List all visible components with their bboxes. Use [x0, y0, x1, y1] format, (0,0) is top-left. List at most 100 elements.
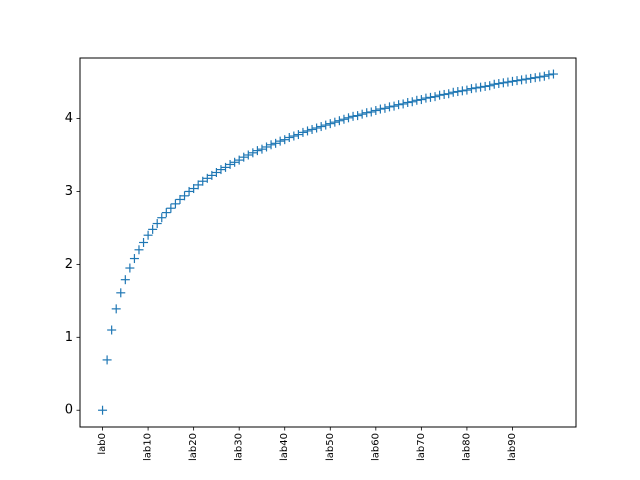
data-point: [252, 146, 262, 156]
data-point: [170, 199, 180, 209]
y-tick-label: 2: [65, 257, 73, 272]
data-point: [444, 89, 454, 99]
data-point: [466, 84, 476, 94]
y-tick-label: 0: [65, 403, 73, 418]
x-tick-label: lab0: [97, 433, 108, 455]
x-tick-label: lab80: [461, 433, 472, 461]
data-point: [498, 78, 508, 88]
data-point: [316, 122, 326, 132]
data-point: [453, 87, 463, 97]
data-point: [430, 92, 440, 102]
data-point: [371, 106, 381, 116]
data-point: [152, 219, 162, 229]
data-point: [102, 355, 112, 365]
data-point: [366, 107, 376, 117]
x-tick-label: lab90: [507, 433, 518, 461]
data-point: [125, 263, 135, 273]
data-point: [448, 87, 458, 97]
data-point: [439, 89, 449, 99]
data-point: [530, 73, 540, 83]
data-point: [189, 184, 199, 194]
x-tick-label: lab20: [188, 433, 199, 461]
data-point: [330, 117, 340, 127]
data-point: [544, 70, 554, 80]
data-point: [462, 85, 472, 95]
data-point: [98, 405, 108, 415]
data-point: [230, 157, 240, 167]
y-tick-label: 3: [65, 184, 73, 199]
data-point: [266, 140, 276, 150]
data-point: [503, 77, 513, 87]
data-point: [193, 180, 203, 190]
data-point: [248, 148, 258, 158]
data-point: [175, 194, 185, 204]
data-point: [548, 69, 558, 79]
x-tick-label: lab70: [416, 433, 427, 461]
data-point: [357, 109, 367, 119]
data-point: [539, 71, 549, 81]
data-point: [471, 83, 481, 93]
data-point: [485, 81, 495, 91]
data-point: [234, 155, 244, 165]
x-tick-label: lab60: [370, 433, 381, 461]
data-point: [535, 72, 545, 82]
data-point: [202, 173, 212, 183]
data-point: [216, 165, 226, 175]
data-point: [139, 238, 149, 247]
data-point: [398, 99, 408, 109]
y-tick-label: 1: [65, 330, 73, 345]
data-point: [307, 124, 317, 134]
y-axis-ticks: 0 1 2 3 4: [65, 111, 80, 418]
data-point: [211, 167, 221, 177]
data-point: [380, 103, 390, 113]
data-point: [435, 90, 445, 100]
data-point: [353, 111, 363, 121]
data-point: [225, 159, 235, 169]
data-point: [480, 81, 490, 91]
data-point: [312, 123, 322, 133]
data-point: [143, 230, 153, 240]
data-point: [416, 95, 426, 105]
data-point: [271, 138, 281, 148]
plot-area: [80, 58, 576, 427]
data-point: [389, 101, 399, 111]
data-point: [403, 97, 413, 107]
data-point: [384, 102, 394, 112]
data-point: [298, 127, 308, 137]
data-point: [394, 100, 404, 110]
data-point: [421, 93, 431, 103]
data-point: [321, 120, 331, 130]
data-point: [407, 97, 417, 107]
data-point: [262, 142, 272, 152]
data-point: [289, 131, 299, 141]
x-tick-label: lab10: [143, 433, 154, 461]
data-point: [257, 144, 267, 154]
data-point: [198, 176, 208, 186]
data-point: [412, 95, 422, 105]
axes-frame: [79, 57, 577, 428]
data-point: [221, 162, 231, 172]
data-point: [120, 275, 130, 285]
data-point: [166, 203, 176, 213]
data-point: [180, 191, 190, 201]
data-point: [293, 130, 303, 140]
data-point: [325, 119, 335, 129]
data-point: [303, 126, 313, 136]
data-point: [521, 74, 531, 84]
x-axis-ticks: lab0 lab10 lab20 lab30 lab40 lab50 lab60 lab70 l…: [97, 427, 518, 461]
data-point: [148, 224, 158, 234]
data-point: [457, 86, 467, 96]
data-point: [375, 104, 385, 114]
data-point: [517, 75, 527, 85]
data-point: [284, 132, 294, 142]
data-point: [107, 325, 117, 335]
data-point: [134, 245, 144, 255]
data-point: [275, 136, 285, 146]
data-point: [348, 111, 358, 121]
y-tick-label: 4: [65, 111, 73, 126]
data-point: [161, 208, 171, 218]
data-point: [239, 152, 249, 162]
data-point: [343, 113, 353, 123]
data-point: [157, 213, 167, 223]
